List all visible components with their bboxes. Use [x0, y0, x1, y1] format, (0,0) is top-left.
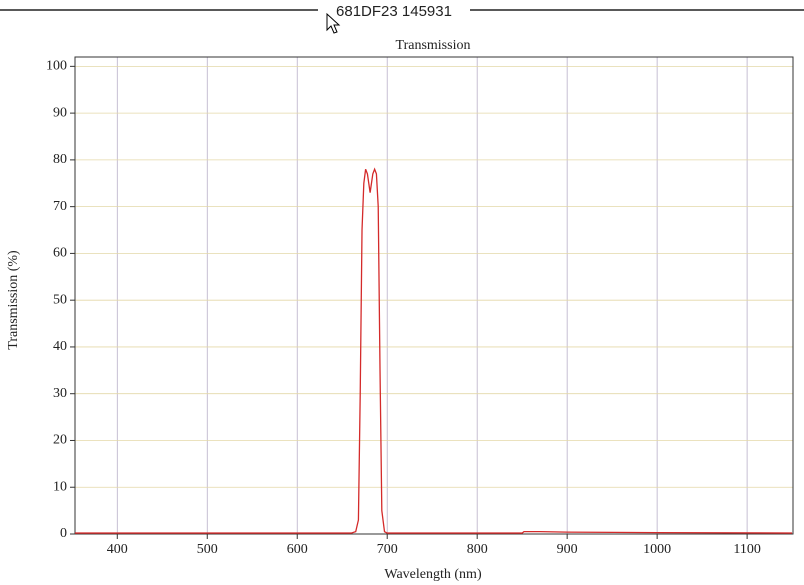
- x-tick-label: 1000: [643, 542, 671, 557]
- y-tick-label: 90: [53, 105, 67, 120]
- y-axis-label: Transmission (%): [6, 250, 21, 350]
- y-tick-label: 30: [53, 386, 67, 401]
- x-tick-label: 900: [557, 542, 578, 557]
- y-tick-label: 80: [53, 152, 67, 167]
- x-tick-label: 500: [197, 542, 218, 557]
- y-tick-label: 40: [53, 339, 67, 354]
- y-tick-label: 20: [53, 433, 67, 448]
- transmission-line: [75, 167, 793, 534]
- plot-frame: [74, 56, 794, 535]
- x-tick-label: 600: [287, 542, 308, 557]
- y-tick-label: 10: [53, 479, 67, 494]
- y-tick-label: 60: [53, 246, 67, 261]
- header-title: 681DF23 145931: [336, 3, 452, 20]
- x-tick-label: 1100: [733, 542, 760, 557]
- y-tick-label: 50: [53, 292, 67, 307]
- y-tick-label: 100: [46, 59, 67, 74]
- x-axis-label: Wavelength (nm): [384, 567, 482, 582]
- x-tick-label: 800: [467, 542, 488, 557]
- x-tick-label: 700: [377, 542, 398, 557]
- y-tick-label: 70: [53, 199, 67, 214]
- cursor: [326, 12, 341, 34]
- chart-title: Transmission: [396, 38, 471, 53]
- x-tick-label: 400: [107, 542, 128, 557]
- y-tick-label: 0: [60, 526, 67, 541]
